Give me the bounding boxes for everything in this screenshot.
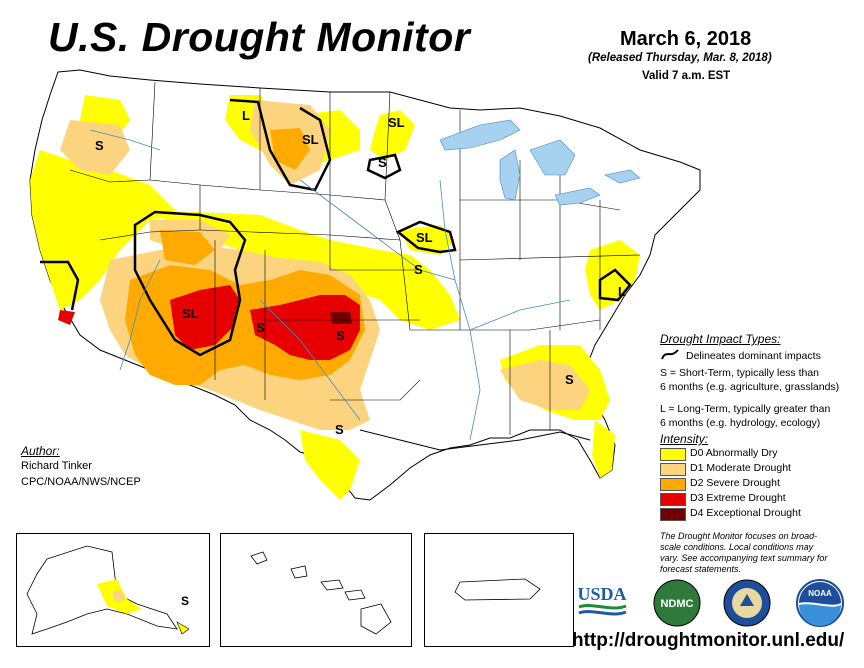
alaska-inset: S — [16, 533, 210, 647]
impact-types-title: Drought Impact Types: — [660, 332, 781, 346]
map-label-l-virginia: L — [618, 284, 626, 299]
note-line1: The Drought Monitor focuses on broad- — [660, 531, 818, 541]
map-label-sl-dakotas: SL — [302, 132, 319, 147]
puerto-rico-inset — [424, 533, 574, 647]
author-org: CPC/NOAA/NWS/NCEP — [21, 476, 141, 488]
note-line4: forecast statements. — [660, 564, 742, 574]
swatch-d0 — [660, 448, 686, 461]
map-date: March 6, 2018 — [620, 28, 752, 50]
d4-areas — [330, 312, 352, 324]
map-label-s-oregon: S — [95, 138, 104, 153]
legend-d4-label: D4 Exceptional Drought — [690, 507, 801, 519]
map-label-s-alaska: S — [181, 594, 190, 608]
map-label-s-georgia: S — [565, 372, 574, 387]
legend-d1-label: D1 Moderate Drought — [690, 462, 791, 474]
map-label-s-oklahoma: S — [336, 328, 345, 343]
map-label-sl-arizona: SL — [182, 306, 199, 321]
note-line2: scale conditions. Local conditions may — [660, 542, 814, 552]
long-term-line2: 6 months (e.g. hydrology, ecology) — [660, 417, 821, 429]
map-label-sl-minnesota: SL — [388, 115, 405, 130]
long-term-desc: L = Long-Term, typically greater than 6 … — [660, 402, 830, 430]
ndmc-logo: NDMC — [652, 578, 702, 628]
impact-line-label: Delineates dominant impacts — [686, 350, 821, 362]
disclaimer-note: The Drought Monitor focuses on broad- sc… — [660, 531, 855, 575]
doc-seal-logo — [722, 578, 772, 628]
map-label-s-missouri: S — [414, 262, 423, 277]
swatch-d2 — [660, 478, 686, 491]
short-term-desc: S = Short-Term, typically less than 6 mo… — [660, 366, 839, 394]
author-name: Richard Tinker — [21, 460, 92, 472]
d3-areas — [58, 285, 360, 360]
swatch-d4 — [660, 508, 686, 521]
release-date: (Released Thursday, Mar. 8, 2018) — [588, 52, 772, 64]
legend-d2-label: D2 Severe Drought — [690, 477, 780, 489]
rivers — [89, 129, 571, 441]
alaska-map — [26, 545, 190, 635]
gulf-coast — [359, 429, 591, 451]
swatch-d3 — [660, 493, 686, 506]
map-label-l-montana: L — [242, 108, 250, 123]
swatch-d1 — [660, 463, 686, 476]
valid-time: Valid 7 a.m. EST — [642, 70, 731, 82]
hawaii-inset — [220, 533, 412, 647]
state-borders — [69, 81, 641, 435]
source-url[interactable]: http://droughtmonitor.unl.edu/ — [572, 630, 845, 651]
puerto-rico-map — [454, 578, 541, 601]
map-title: U.S. Drought Monitor — [48, 14, 471, 60]
long-term-line1: L = Long-Term, typically greater than — [660, 403, 831, 415]
hawaii-map — [250, 551, 392, 635]
legend-d3-label: D3 Extreme Drought — [690, 492, 786, 504]
legend-d0-label: D0 Abnormally Dry — [690, 447, 778, 459]
author-label: Author: — [21, 444, 60, 458]
ndmc-logo-text: NDMC — [661, 598, 694, 610]
usda-logo-text: USDA — [577, 584, 626, 604]
great-lakes — [439, 119, 641, 206]
noaa-logo: NOAA — [795, 578, 845, 628]
map-label-sl-iowa: SL — [416, 230, 433, 245]
short-term-line1: S = Short-Term, typically less than — [660, 367, 820, 379]
intensity-title: Intensity: — [660, 432, 709, 446]
usda-logo: USDA — [575, 580, 630, 620]
note-line3: vary. See accompanying text summary for — [660, 553, 828, 563]
map-label-s-minnesota: S — [378, 155, 387, 170]
map-label-s-newmexico: S — [256, 320, 265, 335]
noaa-logo-text: NOAA — [808, 589, 832, 598]
short-term-line2: 6 months (e.g. agriculture, grasslands) — [660, 381, 840, 393]
impact-line-icon — [661, 349, 679, 360]
map-label-s-texas: S — [335, 422, 344, 437]
